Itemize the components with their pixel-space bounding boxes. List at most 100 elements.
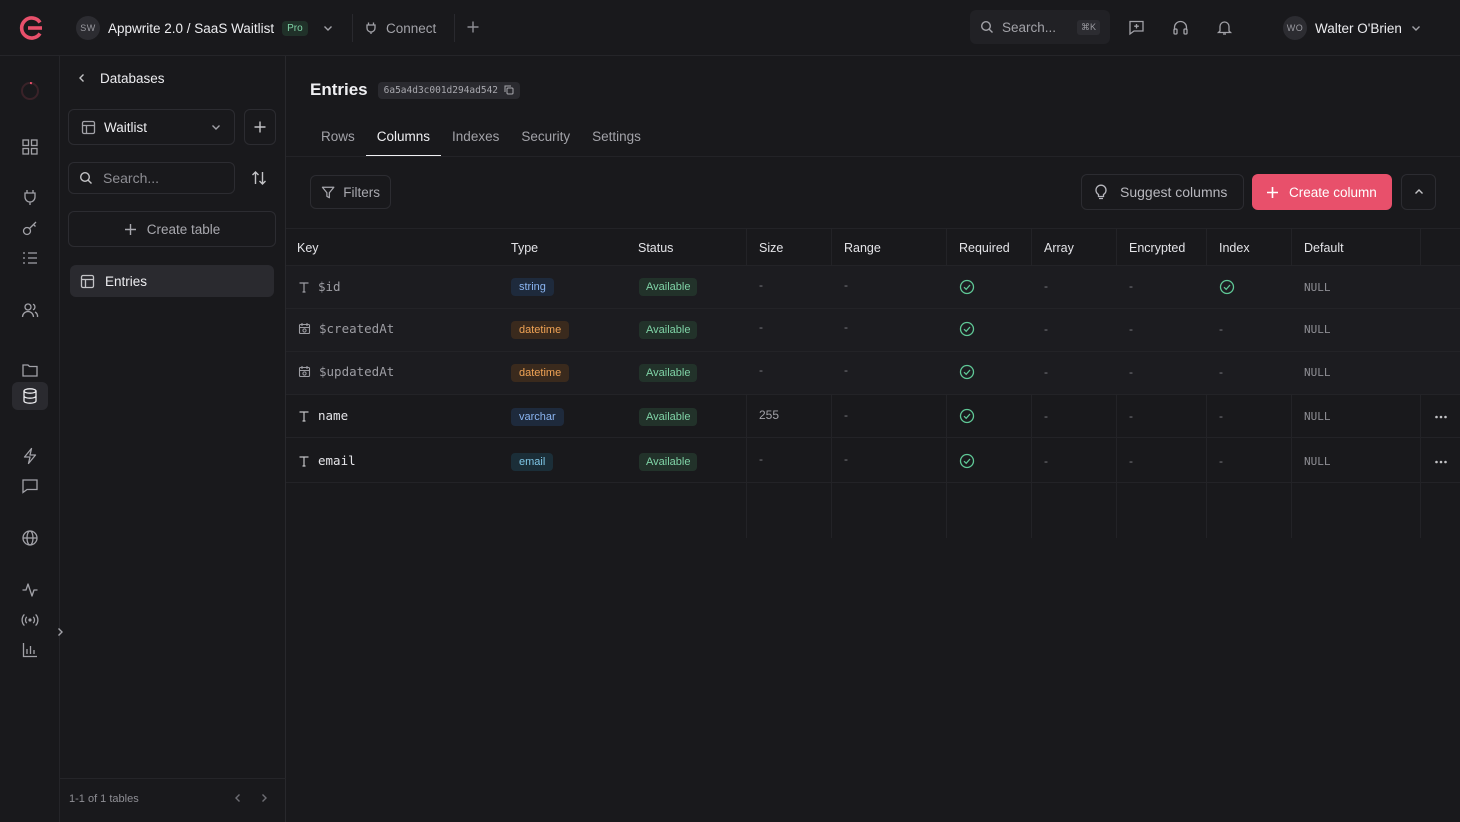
search-shortcut: ⌘K	[1076, 19, 1100, 35]
overview-icon[interactable]	[21, 138, 39, 156]
check-circle-icon	[959, 321, 975, 337]
default-value: NULL	[1304, 281, 1331, 294]
table-row[interactable]: name varchar Available 255 - - - - NULL	[286, 395, 1460, 438]
header-default[interactable]: Default	[1304, 241, 1344, 255]
size-value: -	[759, 320, 763, 334]
type-badge: varchar	[511, 408, 564, 426]
suggest-label: Suggest columns	[1120, 184, 1228, 200]
check-circle-icon	[959, 408, 975, 424]
feedback-icon[interactable]	[1128, 19, 1145, 36]
filters-button[interactable]: Filters	[310, 175, 391, 209]
index-value: -	[1219, 365, 1223, 379]
header-type[interactable]: Type	[511, 241, 539, 255]
add-icon[interactable]	[466, 20, 480, 34]
range-value: -	[844, 363, 848, 377]
chevron-left-icon[interactable]	[232, 792, 244, 804]
chevron-right-icon[interactable]	[258, 792, 270, 804]
header-index[interactable]: Index	[1219, 241, 1250, 255]
sidebar-item-label: Entries	[105, 273, 148, 289]
tab-rows[interactable]: Rows	[321, 129, 355, 144]
database-select[interactable]: Waitlist	[68, 109, 235, 145]
tab-security[interactable]: Security	[521, 129, 571, 144]
check-circle-icon	[959, 364, 975, 380]
chevron-right-icon[interactable]	[54, 626, 66, 638]
encrypted-value: -	[1129, 454, 1133, 468]
key-icon[interactable]	[21, 219, 39, 237]
column-key: name	[318, 408, 349, 423]
more-options-icon[interactable]	[1434, 410, 1448, 424]
suggest-columns-button[interactable]: Suggest columns	[1081, 174, 1244, 210]
status-badge: Available	[639, 364, 698, 382]
users-icon[interactable]	[21, 301, 39, 319]
table-row[interactable]: $id string Available - - - - NULL	[286, 266, 1460, 309]
search-icon	[79, 171, 92, 184]
chevron-down-icon	[1411, 26, 1420, 31]
text-type-icon	[299, 281, 309, 293]
sort-icon[interactable]	[250, 169, 268, 187]
tab-settings[interactable]: Settings	[592, 129, 641, 144]
database-sidebar: Databases Waitlist Search... Create tabl…	[60, 56, 286, 822]
table-row[interactable]: email email Available - - - - - NULL	[286, 438, 1460, 483]
appwrite-logo[interactable]	[18, 16, 43, 40]
plug-icon[interactable]	[21, 188, 39, 206]
header-size[interactable]: Size	[759, 241, 784, 255]
add-database-button[interactable]	[244, 109, 276, 145]
table-row[interactable]: $createdAt datetime Available - - - - - …	[286, 309, 1460, 352]
tab-indexes[interactable]: Indexes	[452, 129, 500, 144]
header-range[interactable]: Range	[844, 241, 881, 255]
plus-icon	[124, 223, 136, 235]
activity-icon[interactable]	[21, 581, 39, 599]
onboarding-progress-icon[interactable]	[20, 81, 40, 101]
header-array[interactable]: Array	[1044, 241, 1074, 255]
tab-columns[interactable]: Columns	[365, 117, 442, 157]
collapse-button[interactable]	[1401, 174, 1436, 210]
column-key: $updatedAt	[319, 364, 395, 379]
status-badge: Available	[639, 278, 698, 296]
create-column-button[interactable]: Create column	[1252, 174, 1392, 210]
list-icon[interactable]	[21, 249, 39, 267]
table-id-chip[interactable]: 6a5a4d3c001d294ad542	[377, 81, 521, 99]
chevron-down-icon	[323, 26, 332, 31]
storage-icon[interactable]	[21, 361, 39, 379]
user-avatar: WO	[1283, 16, 1307, 40]
more-options-icon[interactable]	[1434, 455, 1448, 469]
index-value: -	[1219, 454, 1223, 468]
tabs: Rows Columns Indexes Security Settings	[310, 117, 652, 157]
default-value: NULL	[1304, 323, 1331, 336]
chevron-up-icon	[1414, 189, 1423, 194]
search-placeholder: Search...	[103, 170, 160, 186]
header-encrypted[interactable]: Encrypted	[1129, 241, 1186, 255]
project-switcher[interactable]: SW Appwrite 2.0 / SaaS Waitlist Pro	[76, 14, 334, 42]
header-status[interactable]: Status	[638, 241, 674, 255]
table-search-input[interactable]: Search...	[68, 162, 235, 194]
sidebar-item-entries[interactable]: Entries	[70, 265, 274, 297]
header-required[interactable]: Required	[959, 241, 1010, 255]
create-column-label: Create column	[1289, 184, 1377, 200]
table-row[interactable]: $updatedAt datetime Available - - - - - …	[286, 352, 1460, 395]
default-value: NULL	[1304, 455, 1331, 468]
plan-badge: Pro	[282, 20, 308, 36]
plus-icon	[254, 121, 266, 133]
back-label: Databases	[100, 70, 165, 86]
project-name: Appwrite 2.0 / SaaS Waitlist	[108, 20, 275, 36]
tabs-divider	[286, 156, 1460, 157]
check-circle-icon	[959, 279, 975, 295]
database-name: Waitlist	[104, 119, 147, 135]
realtime-icon[interactable]	[21, 611, 39, 629]
usage-chart-icon[interactable]	[21, 641, 39, 659]
create-table-button[interactable]: Create table	[68, 211, 276, 247]
globe-icon[interactable]	[21, 529, 39, 547]
back-to-databases[interactable]: Databases	[76, 68, 165, 88]
bell-icon[interactable]	[1216, 19, 1233, 36]
user-menu[interactable]: WO Walter O'Brien	[1283, 15, 1422, 41]
plug-icon	[366, 22, 376, 34]
functions-icon[interactable]	[21, 447, 39, 465]
header-key[interactable]: Key	[297, 241, 319, 255]
global-search[interactable]: Search... ⌘K	[970, 10, 1110, 44]
headphones-icon[interactable]	[1172, 19, 1189, 36]
database-icon[interactable]	[21, 387, 39, 405]
size-value: -	[759, 278, 763, 292]
connect-button[interactable]: Connect	[364, 14, 436, 42]
messaging-icon[interactable]	[21, 477, 39, 495]
encrypted-value: -	[1129, 322, 1133, 336]
